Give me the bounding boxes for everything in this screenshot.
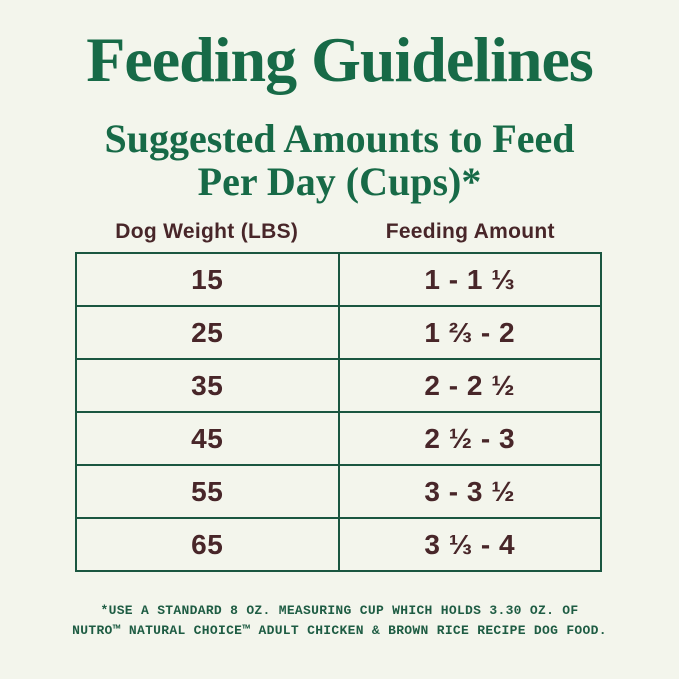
feeding-amount-cell: 3 - 3 ½	[337, 466, 601, 517]
dog-weight-cell: 15	[191, 263, 224, 295]
footnote-line-2: NUTRO™ NATURAL CHOICE™ ADULT CHICKEN & B…	[72, 623, 607, 639]
column-header-feeding-amount: Feeding Amount	[385, 220, 555, 243]
table-row: 25 1 ⅔ - 2	[77, 305, 600, 358]
table-row: 55 3 - 3 ½	[77, 464, 600, 517]
dog-weight-cell: 65	[191, 528, 224, 560]
page-subtitle: Suggested Amounts to Feed Per Day (Cups)…	[0, 116, 679, 204]
subtitle-line-1: Suggested Amounts to Feed	[104, 116, 575, 161]
dog-weight-cell: 55	[191, 475, 224, 507]
feeding-amount-cell: 1 - 1 ⅓	[337, 254, 601, 305]
feeding-table: 15 1 - 1 ⅓ 25 1 ⅔ - 2 35 2 - 2 ½ 45 2 ½ - 3 55 3 …	[75, 252, 602, 572]
page-title: Feeding Guidelines	[86, 24, 594, 95]
footnote: *USE A STANDARD 8 OZ. MEASURING CUP WHIC…	[0, 601, 679, 641]
table-header-row: Dog Weight (LBS) Feeding Amount	[75, 220, 602, 244]
table-row: 45 2 ½ - 3	[77, 411, 600, 464]
column-header-dog-weight: Dog Weight (LBS)	[115, 220, 299, 243]
feeding-amount-cell: 2 - 2 ½	[337, 360, 601, 411]
feeding-amount-cell: 3 ⅓ - 4	[337, 519, 601, 570]
table-row: 65 3 ⅓ - 4	[77, 517, 600, 570]
dog-weight-cell: 45	[191, 422, 224, 454]
feeding-amount-cell: 2 ½ - 3	[337, 413, 601, 464]
dog-weight-cell: 35	[191, 369, 224, 401]
table-row: 15 1 - 1 ⅓	[77, 254, 600, 305]
footnote-line-1: *USE A STANDARD 8 OZ. MEASURING CUP WHIC…	[100, 603, 579, 618]
feeding-amount-cell: 1 ⅔ - 2	[337, 307, 601, 358]
table-row: 35 2 - 2 ½	[77, 358, 600, 411]
dog-weight-cell: 25	[191, 316, 224, 348]
subtitle-line-2: Per Day (Cups)*	[197, 158, 482, 204]
